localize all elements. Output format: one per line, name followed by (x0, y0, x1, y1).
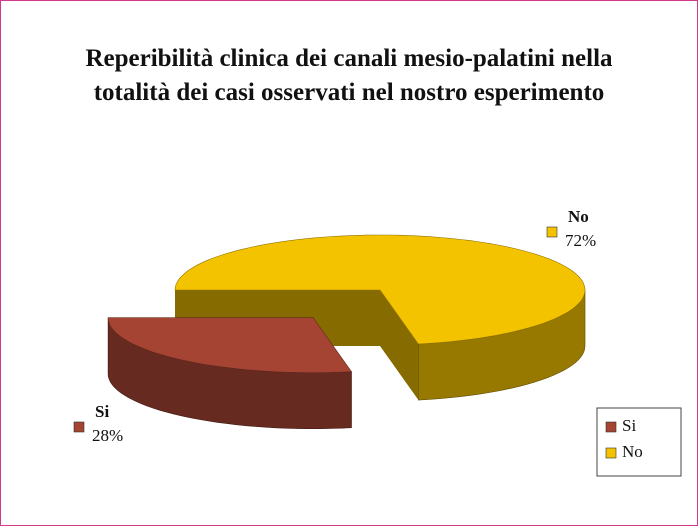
data-label-key (546, 226, 558, 238)
slice-top (107, 317, 353, 373)
pie-slice (107, 317, 353, 429)
legend-swatch (605, 447, 617, 459)
legend-label: Si (622, 416, 636, 435)
legend-label: No (622, 442, 643, 461)
legend-box (596, 407, 682, 477)
data-label-name: No (568, 207, 589, 226)
data-label-name: Si (95, 402, 109, 421)
slice-top (174, 234, 586, 345)
data-label-value: 28% (92, 426, 123, 445)
chart-title: Reperibilità clinica dei canali mesio-pa… (85, 45, 613, 106)
legend-swatch (605, 421, 617, 433)
data-label-key (73, 421, 85, 433)
slice-cut-face (380, 290, 419, 400)
data-label-value: 72% (565, 231, 596, 250)
